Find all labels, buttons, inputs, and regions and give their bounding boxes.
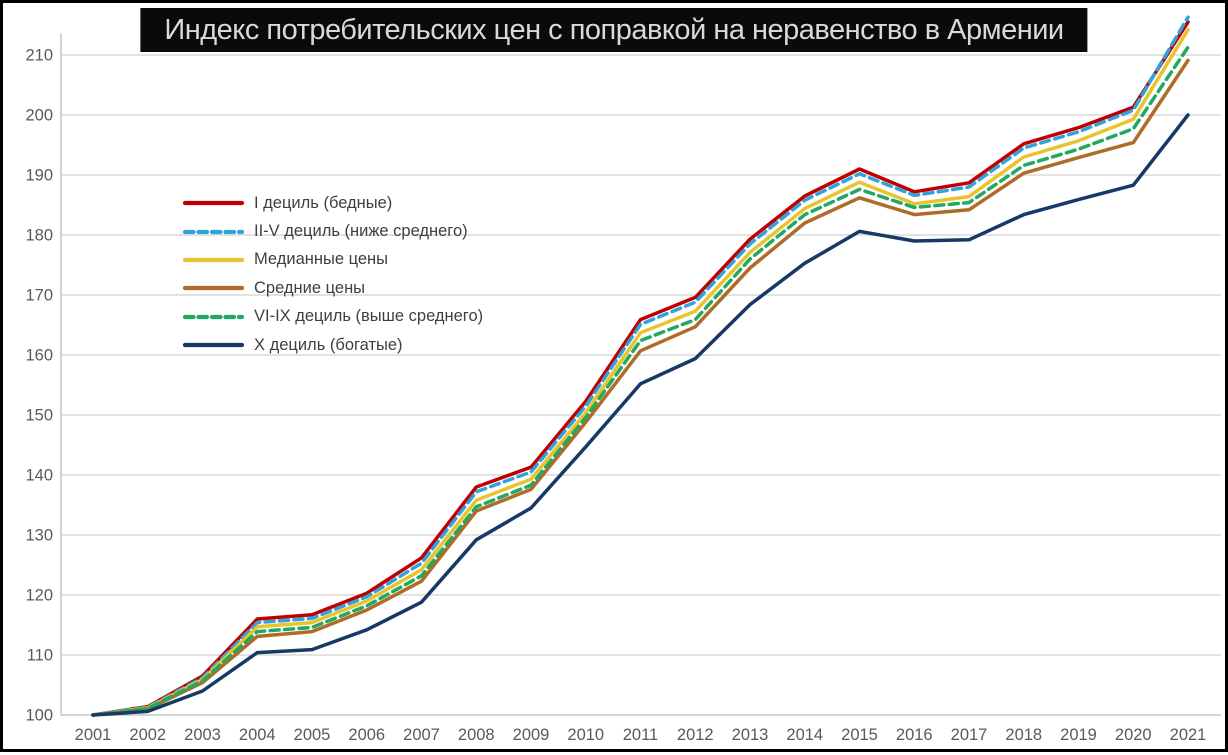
legend-label: I дециль (бедные) xyxy=(254,193,393,212)
x-tick-label: 2013 xyxy=(732,726,769,744)
line-chart-canvas: 100 110 120 130 140 150 160 170 180 190 200 210 2001… xyxy=(25,15,1221,744)
x-tick-label: 2012 xyxy=(677,726,714,744)
series-line xyxy=(91,45,1190,717)
series-line xyxy=(91,113,1190,717)
y-tick-label: 170 xyxy=(25,287,53,305)
legend-label: II-V дециль (ниже среднего) xyxy=(254,222,468,241)
x-tick-label: 2004 xyxy=(239,726,276,744)
legend-label: Медианные цены xyxy=(254,250,389,269)
y-tick-label: 160 xyxy=(25,347,53,365)
x-tick-label: 2016 xyxy=(896,726,933,744)
legend-swatch-line xyxy=(182,201,245,206)
legend-swatch-line xyxy=(182,257,245,263)
y-tick-label: 150 xyxy=(25,407,53,425)
legend-item: Средние цены xyxy=(182,274,483,302)
x-tick-label: 2018 xyxy=(1005,726,1042,744)
legend-swatch-line xyxy=(182,343,245,348)
legend-swatch-line xyxy=(182,229,245,234)
x-tick-label: 2014 xyxy=(786,726,823,744)
x-tick-label: 2002 xyxy=(129,726,166,744)
y-tick-label: 110 xyxy=(27,647,53,665)
x-tick-label: 2011 xyxy=(623,726,658,744)
x-tick-label: 2015 xyxy=(841,726,878,744)
x-tick-label: 2020 xyxy=(1115,726,1152,744)
legend-label: VI-IX дециль (выше среднего) xyxy=(254,307,484,326)
x-tick-label: 2003 xyxy=(184,726,221,744)
legend-item: I дециль (бедные) xyxy=(182,189,483,217)
y-tick-label: 100 xyxy=(25,707,53,725)
series-line xyxy=(91,28,1190,717)
x-tick-label: 2009 xyxy=(513,726,550,744)
legend-label: X дециль (богатые) xyxy=(254,335,403,354)
y-tick-label: 190 xyxy=(25,167,53,185)
legend-item: X дециль (богатые) xyxy=(182,331,483,359)
x-tick-label: 2005 xyxy=(294,726,331,744)
y-tick-label: 180 xyxy=(25,227,53,245)
series-line xyxy=(91,15,1190,717)
chart-title: Индекс потребительских цен с поправкой н… xyxy=(140,8,1088,52)
y-tick-label: 130 xyxy=(25,527,53,545)
y-tick-label: 120 xyxy=(25,587,53,605)
x-tick-label: 2021 xyxy=(1170,726,1207,744)
x-tick-label: 2001 xyxy=(75,726,112,744)
chart-legend: I дециль (бедные) II-V дециль (ниже средн… xyxy=(182,189,483,359)
x-tick-label: 2010 xyxy=(567,726,604,744)
legend-swatch-line xyxy=(182,314,245,319)
legend-item: Медианные цены xyxy=(182,246,483,274)
series-line xyxy=(91,58,1190,717)
x-tick-label: 2017 xyxy=(951,726,988,744)
x-tick-label: 2006 xyxy=(348,726,385,744)
x-tick-label: 2019 xyxy=(1060,726,1097,744)
series-line xyxy=(91,20,1190,717)
legend-item: VI-IX дециль (выше среднего) xyxy=(182,303,483,331)
legend-swatch-line xyxy=(182,286,245,291)
y-tick-label: 200 xyxy=(25,107,53,125)
x-tick-label: 2007 xyxy=(403,726,440,744)
legend-label: Средние цены xyxy=(254,278,366,297)
y-tick-label: 210 xyxy=(25,47,53,65)
legend-item: II-V дециль (ниже среднего) xyxy=(182,217,483,245)
y-tick-label: 140 xyxy=(25,467,53,485)
x-tick-label: 2008 xyxy=(458,726,495,744)
